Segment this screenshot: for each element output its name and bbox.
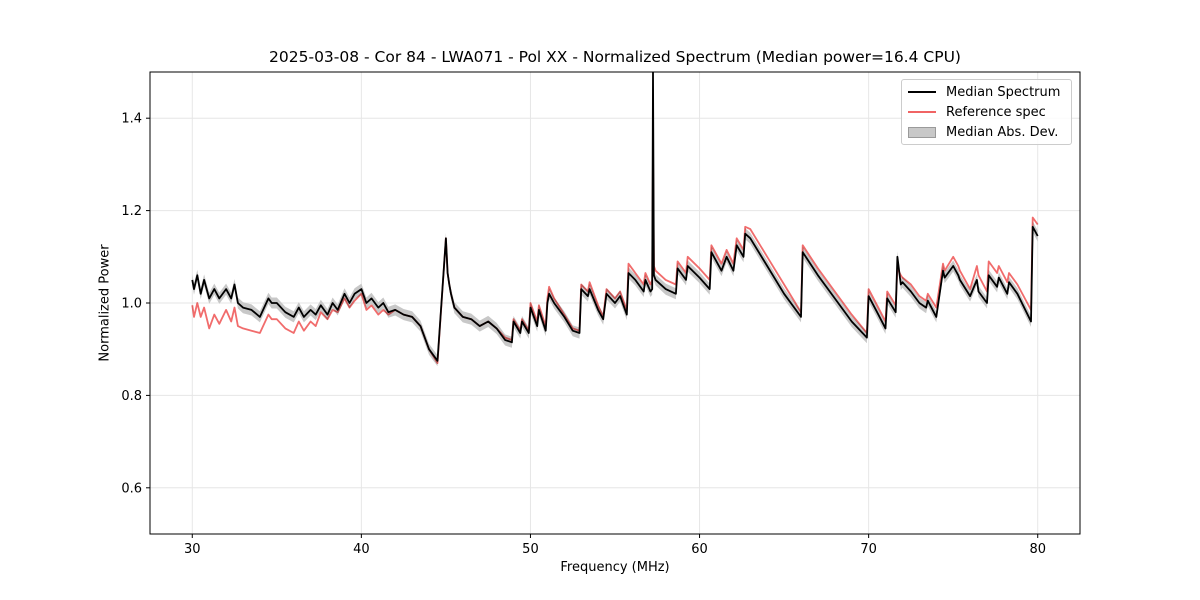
axis-ticks: 30 40 50 60 70 80 0.6 0.8 1.0 1.2 1.4 [121, 112, 1046, 557]
mad-band [192, 72, 1038, 367]
y-tick-label: 0.8 [121, 389, 142, 404]
mad-band-layer [192, 72, 1038, 367]
legend-entry-median: Median Spectrum [908, 83, 1060, 101]
legend-label-median: Median Spectrum [946, 84, 1061, 100]
x-tick-label: 40 [353, 542, 370, 557]
x-tick-label: 70 [860, 542, 877, 557]
legend-entry-reference: Reference spec [908, 103, 1046, 121]
x-tick-label: 60 [691, 542, 708, 557]
legend-label-mad: Median Abs. Dev. [946, 124, 1059, 140]
reference-spectrum-line [191, 149, 1039, 365]
x-tick-label: 80 [1029, 542, 1046, 557]
series-lines [191, 72, 1039, 365]
y-tick-label: 1.4 [121, 112, 142, 127]
chart-title: 2025-03-08 - Cor 84 - LWA071 - Pol XX - … [269, 48, 961, 66]
legend-label-reference: Reference spec [946, 104, 1046, 120]
x-tick-label: 30 [184, 542, 201, 557]
legend-swatch-median [908, 83, 936, 101]
legend-swatch-reference [908, 103, 936, 121]
y-axis-label: Normalized Power [97, 244, 113, 362]
legend-entry-mad: Median Abs. Dev. [908, 123, 1058, 141]
y-tick-label: 1.0 [121, 297, 142, 312]
legend: Median Spectrum Reference spec Median Ab… [901, 79, 1072, 145]
x-axis-label: Frequency (MHz) [560, 560, 670, 575]
y-tick-label: 0.6 [121, 481, 142, 496]
x-tick-label: 50 [522, 542, 539, 557]
median-spectrum-line [191, 72, 1039, 362]
y-tick-label: 1.2 [121, 204, 142, 219]
legend-swatch-mad [908, 123, 936, 141]
